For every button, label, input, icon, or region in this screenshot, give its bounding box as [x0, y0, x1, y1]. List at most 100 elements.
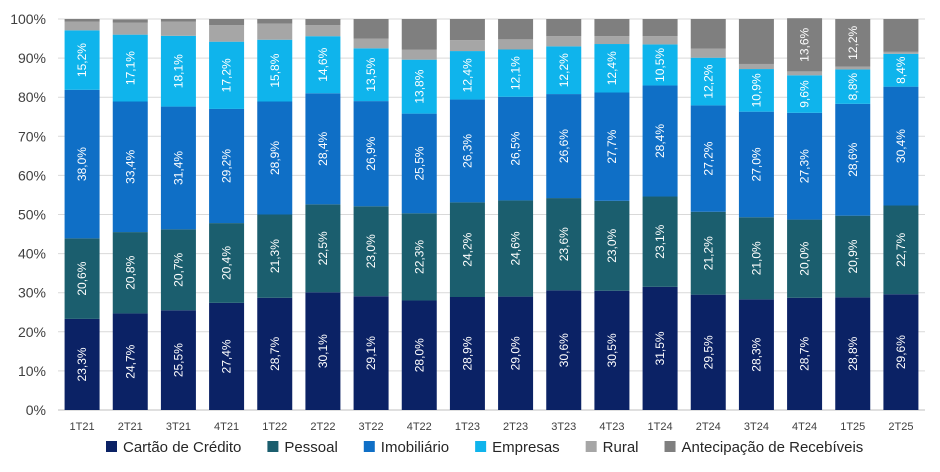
- bar-segment: [449, 297, 485, 410]
- data-label: 28,4%: [316, 131, 330, 165]
- x-tick-label: 3T21: [166, 421, 191, 433]
- data-label: 29,5%: [701, 335, 715, 369]
- bar-segment: [305, 19, 341, 26]
- bar-segment: [738, 69, 774, 112]
- bar-segment: [690, 57, 726, 106]
- y-tick-label: 80%: [18, 89, 46, 105]
- y-tick-label: 70%: [18, 128, 46, 144]
- bar-segment: [738, 111, 774, 218]
- data-label: 10,9%: [749, 73, 763, 107]
- data-label: 27,0%: [749, 147, 763, 181]
- legend-item: Imobiliário: [363, 439, 449, 456]
- data-label: 21,3%: [268, 239, 282, 273]
- legend-label: Rural: [603, 439, 639, 456]
- legend-item: Rural: [585, 439, 639, 456]
- x-tick-label: 4T21: [214, 421, 239, 433]
- bar-segment: [401, 113, 437, 214]
- data-label: 15,2%: [75, 43, 89, 77]
- data-label: 30,5%: [605, 333, 619, 367]
- data-label: 23,6%: [557, 227, 571, 261]
- data-label: 24,7%: [123, 344, 137, 378]
- data-label: 30,4%: [894, 129, 908, 163]
- data-label: 23,0%: [605, 228, 619, 262]
- data-label: 20,7%: [171, 252, 185, 286]
- legend-label: Pessoal: [284, 439, 337, 456]
- data-label: 23,3%: [75, 347, 89, 381]
- legend-swatch: [363, 441, 375, 452]
- bar-segment: [209, 223, 245, 303]
- data-label: 28,0%: [412, 338, 426, 372]
- bar-segment: [160, 19, 196, 22]
- data-label: 29,0%: [509, 336, 523, 370]
- data-label: 27,3%: [798, 149, 812, 183]
- bar-segment: [257, 19, 293, 24]
- bar-segment: [305, 36, 341, 94]
- bar-segment: [498, 49, 534, 97]
- data-label: 28,8%: [846, 336, 860, 370]
- data-label: 14,6%: [316, 47, 330, 81]
- data-label: 28,4%: [653, 124, 667, 158]
- data-label: 22,5%: [316, 231, 330, 265]
- data-label: 26,6%: [557, 129, 571, 163]
- data-label: 24,6%: [509, 231, 523, 265]
- data-label: 25,5%: [171, 343, 185, 377]
- legend-item: Cartão de Crédito: [106, 439, 241, 456]
- bar-segment: [64, 21, 100, 31]
- bar-segment: [112, 22, 148, 35]
- bar-segment: [690, 19, 726, 49]
- data-label: 20,8%: [123, 255, 137, 289]
- bar-segment: [546, 94, 582, 199]
- bar-segment: [353, 19, 389, 39]
- data-label: 12,2%: [557, 53, 571, 87]
- legend-swatch: [267, 441, 279, 452]
- data-label: 23,1%: [653, 224, 667, 258]
- bar-segment: [546, 36, 582, 47]
- bar-segment: [449, 40, 485, 52]
- bar-segment: [690, 211, 726, 295]
- bar-segment: [594, 92, 630, 201]
- y-tick-label: 30%: [18, 285, 46, 301]
- legend-item: Pessoal: [267, 439, 338, 456]
- bar-segment: [787, 112, 823, 220]
- x-tick-label: 3T23: [551, 421, 576, 433]
- x-tick-label: 4T23: [599, 421, 624, 433]
- bar-segment: [401, 49, 437, 60]
- data-label: 22,7%: [894, 233, 908, 267]
- bar-segment: [209, 25, 245, 42]
- data-label: 31,5%: [653, 331, 667, 365]
- bar-segment: [353, 48, 389, 102]
- bar-segment: [787, 219, 823, 298]
- data-label: 24,2%: [460, 232, 474, 266]
- bar-segment: [353, 101, 389, 207]
- data-label: 20,0%: [798, 241, 812, 275]
- data-label: 33,4%: [123, 149, 137, 183]
- y-tick-label: 0%: [26, 402, 46, 418]
- data-label: 15,8%: [268, 53, 282, 87]
- bar-segment: [835, 297, 871, 410]
- data-label: 22,3%: [412, 240, 426, 274]
- data-label: 12,1%: [509, 56, 523, 90]
- y-axis-ticks: 0% 10% 20% 30% 40% 50% 60% 70% 80% 90% 100%: [10, 11, 46, 418]
- data-label: 12,4%: [605, 51, 619, 85]
- x-tick-label: 4T24: [792, 421, 817, 433]
- gridlines: [58, 18, 925, 411]
- data-label: 17,1%: [123, 51, 137, 85]
- data-label: 28,3%: [749, 337, 763, 371]
- bar-segment: [787, 18, 823, 72]
- x-tick-label: 2T23: [503, 421, 528, 433]
- bar-segment: [594, 200, 630, 291]
- bar-segment: [642, 36, 678, 45]
- x-tick-label: 4T22: [407, 421, 432, 433]
- bar-segment: [209, 19, 245, 26]
- data-label: 38,0%: [75, 147, 89, 181]
- bar-segment: [883, 294, 919, 410]
- bar-segment: [257, 39, 293, 102]
- bar-segment: [883, 19, 919, 52]
- data-label: 18,1%: [171, 54, 185, 88]
- bar-segment: [738, 299, 774, 410]
- bar-segment: [401, 19, 437, 50]
- bar-segment: [546, 19, 582, 37]
- data-label: 30,6%: [557, 333, 571, 367]
- data-label: 10,5%: [653, 48, 667, 82]
- bar-segment: [498, 39, 534, 50]
